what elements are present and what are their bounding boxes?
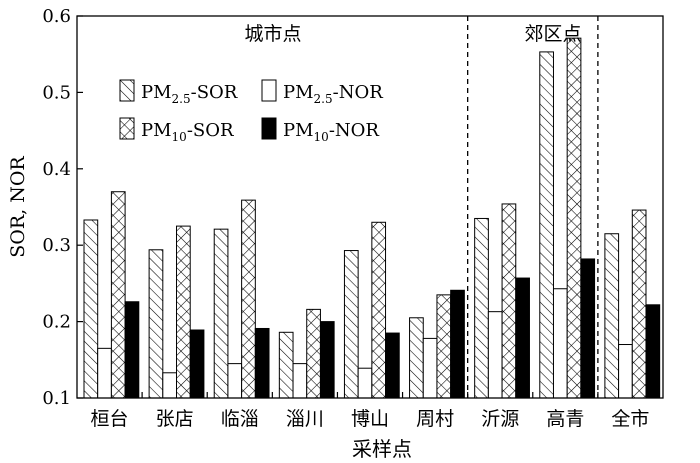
bar	[604, 233, 620, 399]
bar	[162, 372, 178, 399]
bar	[213, 228, 229, 399]
bar	[450, 289, 465, 399]
bar	[83, 219, 99, 399]
legend-entry: PM2.5-SOR	[141, 82, 238, 106]
legend-swatch	[119, 79, 135, 102]
bar	[552, 288, 568, 399]
bar	[292, 363, 308, 399]
bar	[566, 37, 582, 399]
y-tick-label: 0.2	[42, 312, 71, 333]
legend: PM2.5-SOR PM2.5-NOR PM10-SOR PM10-NOR	[119, 79, 383, 144]
bar	[501, 203, 517, 399]
bar	[436, 294, 452, 399]
bar	[227, 363, 243, 399]
bar	[97, 347, 112, 399]
bar	[306, 308, 321, 399]
x-tick-label: 全市	[611, 408, 649, 430]
x-tick-label: 张店	[156, 408, 194, 430]
legend-entry: PM10-NOR	[283, 120, 379, 144]
bar	[422, 337, 438, 399]
bar	[176, 225, 191, 399]
x-tick-label: 周村	[416, 408, 454, 430]
bar	[371, 221, 387, 399]
bar	[148, 249, 164, 399]
bar	[241, 199, 256, 399]
y-tick-label: 0.6	[42, 6, 71, 27]
x-tick-label: 沂源	[481, 408, 519, 430]
y-tick-label: 0.5	[42, 82, 71, 103]
x-tick-label: 桓台	[91, 408, 129, 430]
bar	[645, 304, 661, 399]
plot-frame	[76, 15, 664, 399]
plot-area: 桓台 张店 临淄 淄川 博山 周村 沂源 高青 全市 0.1 0.2 0.3 0.4 0.5 0.6	[42, 6, 664, 430]
legend-swatch	[261, 79, 277, 102]
region-label-suburban: 郊区点	[524, 23, 581, 45]
x-tick-label: 高青	[546, 408, 584, 430]
bar	[319, 321, 335, 399]
legend-swatch	[261, 117, 277, 140]
bar	[618, 344, 633, 399]
bar	[189, 329, 205, 399]
legend-swatch	[119, 117, 135, 140]
bar	[474, 217, 489, 399]
y-axis-label: SOR, NOR	[7, 156, 29, 258]
bar	[515, 277, 530, 399]
x-axis-label: 采样点	[352, 437, 412, 461]
bar	[343, 250, 359, 399]
bar	[487, 311, 503, 399]
x-tick-label: 博山	[351, 408, 389, 430]
bar	[357, 367, 373, 399]
legend-entry: PM10-SOR	[141, 120, 234, 144]
bar	[124, 301, 140, 399]
x-tick-label: 临淄	[221, 408, 259, 430]
bar	[631, 209, 647, 399]
x-tick-label: 淄川	[286, 408, 324, 430]
region-label-urban: 城市点	[244, 23, 301, 45]
y-tick-label: 0.1	[42, 388, 71, 409]
bar	[409, 317, 424, 399]
bar	[254, 327, 270, 399]
bar	[580, 258, 596, 399]
y-tick-label: 0.4	[42, 159, 71, 180]
bar	[385, 332, 400, 399]
legend-entry: PM2.5-NOR	[283, 82, 383, 106]
y-tick-label: 0.3	[42, 235, 71, 256]
bar	[539, 51, 554, 399]
bar	[110, 191, 126, 399]
bar	[278, 331, 294, 399]
